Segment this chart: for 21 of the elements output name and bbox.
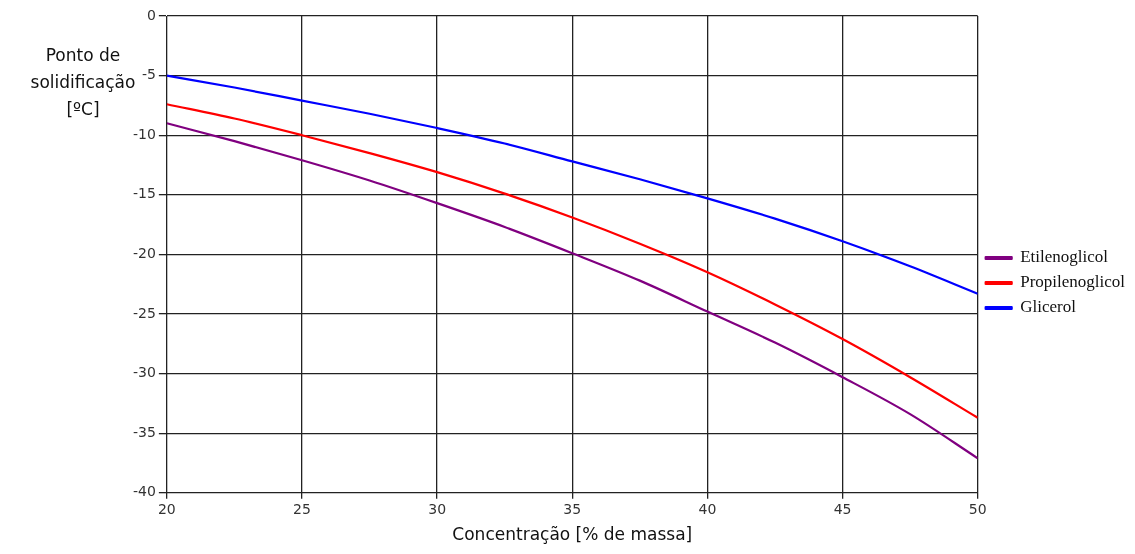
x-tick-label: 30: [428, 500, 447, 517]
y-tick-label: -25: [132, 304, 156, 321]
y-tick-label: -35: [132, 423, 156, 440]
y-tick-label: 0: [146, 6, 156, 23]
y-tick-label: -30: [132, 364, 156, 381]
y-tick-label: -10: [132, 125, 156, 142]
y-tick-label: -15: [132, 185, 156, 202]
legend-label: Propilenoglicol: [1020, 272, 1126, 292]
y-tick-label: -5: [141, 66, 156, 83]
x-tick-label: 25: [293, 500, 311, 517]
x-tick-label: 40: [698, 500, 717, 517]
x-tick-label: 50: [968, 500, 987, 517]
x-tick-label: 35: [563, 500, 582, 517]
x-axis-title: Concentração [% de massa]: [452, 524, 693, 545]
y-tick-label: -20: [132, 245, 156, 262]
y-tick-label: -40: [132, 483, 156, 500]
legend-label: Glicerol: [1020, 297, 1077, 317]
x-tick-label: 20: [157, 500, 176, 517]
x-tick-label: 45: [833, 500, 852, 517]
legend-label: Etilenoglicol: [1020, 247, 1109, 267]
y-axis-title: Ponto de solidificação [ºC]: [29, 44, 137, 121]
